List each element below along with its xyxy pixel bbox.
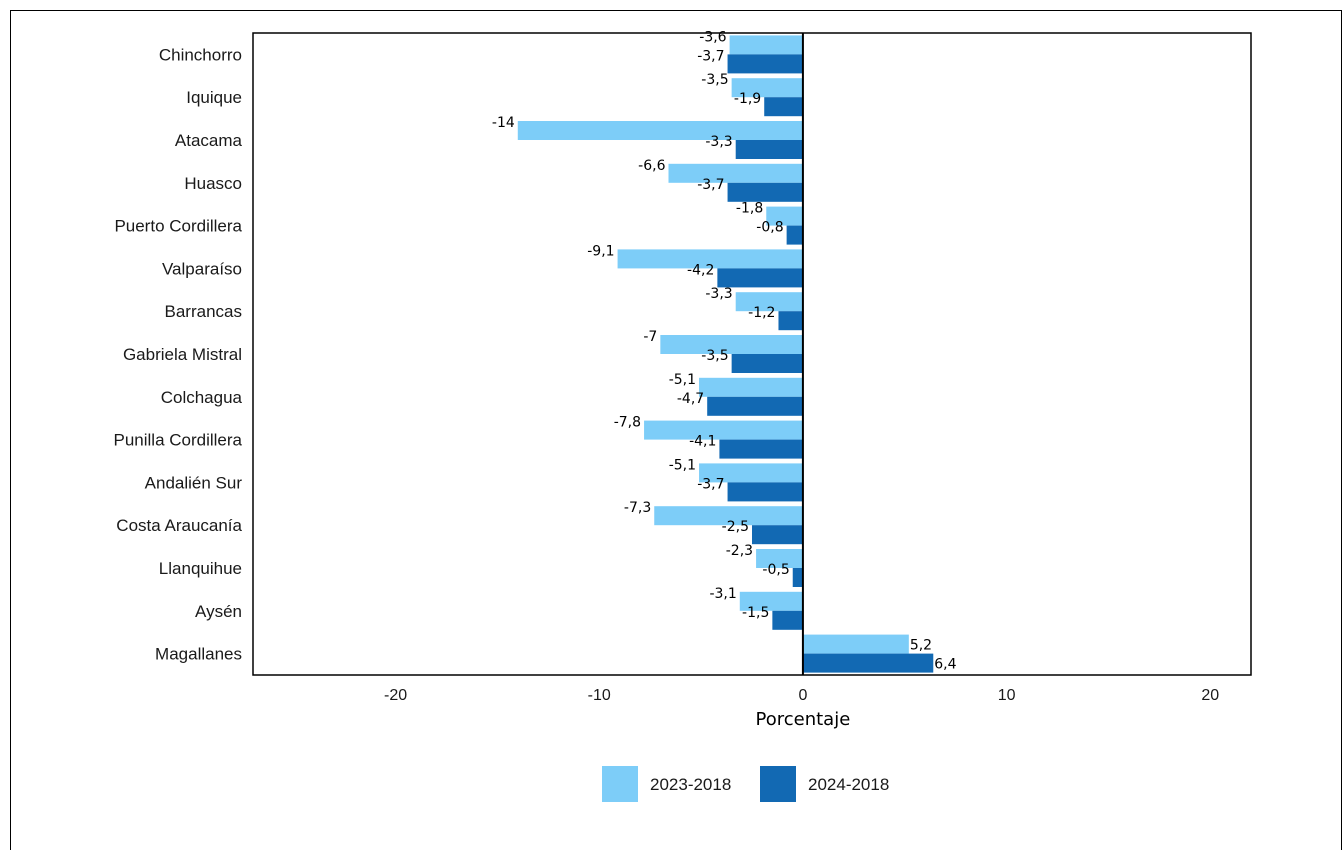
data-label: -14 [492, 115, 515, 131]
bar-2024-2018 [727, 182, 803, 202]
x-tick-label: -10 [588, 687, 611, 704]
bar-2023-2018 [517, 121, 803, 140]
bar-2024-2018 [727, 54, 803, 74]
data-label: -7,8 [614, 415, 641, 431]
category-label: Huasco [184, 174, 242, 193]
category-label: Iquique [186, 88, 242, 107]
category-label: Atacama [175, 131, 243, 150]
bar-2024-2018 [802, 653, 934, 673]
legend-swatch [602, 766, 638, 802]
chart-frame [10, 10, 1342, 850]
data-label: -6,6 [638, 158, 665, 174]
bar-2024-2018 [786, 225, 803, 245]
legend-label: 2024-2018 [808, 775, 889, 794]
category-label: Costa Araucanía [116, 516, 242, 535]
category-label: Chinchorro [159, 45, 242, 64]
x-axis-title: Porcentaje [756, 709, 851, 730]
x-axis-ticks: -20 -10 0 10 20 [384, 687, 1219, 704]
category-label: Andalién Sur [145, 473, 243, 492]
value-labels: -3,6 -3,7 -3,5 -1,9 -14 -3,3 -6,6 -3,7 -1,8 -0,8 -… [492, 29, 957, 672]
bar-2023-2018 [668, 163, 803, 183]
data-label: -4,2 [687, 262, 714, 278]
bar-2023-2018 [644, 420, 803, 440]
bar-2023-2018 [729, 35, 803, 55]
data-label: -2,5 [722, 519, 749, 535]
category-labels: Chinchorro Iquique Atacama Huasco Puerto Cor… [113, 45, 242, 663]
data-label: -3,5 [701, 348, 728, 364]
bar-2023-2018 [756, 549, 803, 568]
bar-2023-2018 [731, 78, 803, 98]
bar-2023-2018 [739, 591, 803, 611]
category-label: Aysén [195, 602, 242, 621]
category-label: Colchagua [161, 388, 243, 407]
category-label: Magallanes [155, 645, 242, 664]
x-tick-label: 10 [998, 687, 1016, 704]
data-label: -1,2 [748, 305, 775, 321]
bar-2024-2018 [727, 482, 803, 502]
data-label: -1,5 [742, 605, 769, 621]
bar-2023-2018 [654, 506, 803, 526]
category-label: Punilla Cordillera [113, 431, 242, 450]
bar-2023-2018 [699, 377, 803, 397]
data-label: -7 [643, 329, 657, 345]
bar-2024-2018 [719, 439, 803, 459]
bars-layer [517, 35, 934, 673]
data-label: -4,7 [677, 391, 704, 407]
bar-2023-2018 [735, 292, 803, 312]
data-label: -3,6 [699, 29, 726, 45]
data-label: -5,1 [669, 372, 696, 388]
x-tick-label: -20 [384, 687, 407, 704]
data-label: -3,3 [705, 286, 732, 302]
data-label: -3,3 [705, 134, 732, 150]
data-label: 6,4 [934, 657, 956, 673]
data-label: -3,7 [697, 177, 724, 193]
bar-2024-2018 [772, 610, 803, 630]
category-label: Puerto Cordillera [114, 217, 242, 236]
category-label: Llanquihue [159, 559, 242, 578]
bar-2024-2018 [707, 396, 803, 416]
data-label: -3,1 [709, 586, 736, 602]
bar-2023-2018 [617, 249, 803, 269]
x-tick-label: 20 [1201, 687, 1219, 704]
bar-2023-2018 [766, 206, 803, 226]
bar-2024-2018 [752, 525, 803, 545]
data-label: -2,3 [726, 543, 753, 559]
category-label: Gabriela Mistral [123, 345, 242, 364]
legend-swatch [760, 766, 796, 802]
plot-area-border [252, 32, 1252, 676]
bar-2024-2018 [717, 268, 803, 288]
data-label: -9,1 [587, 243, 614, 259]
data-label: -3,5 [701, 72, 728, 88]
category-label: Barrancas [165, 302, 242, 321]
data-label: -1,9 [734, 91, 761, 107]
data-label: -5,1 [669, 457, 696, 473]
bar-2024-2018 [731, 354, 803, 373]
data-label: -7,3 [624, 500, 651, 516]
data-label: -3,7 [697, 48, 724, 64]
bar-2023-2018 [802, 634, 909, 654]
data-label: -1,8 [736, 201, 763, 217]
bar-2023-2018 [660, 335, 803, 354]
data-label: -0,8 [756, 220, 783, 236]
data-label: -3,7 [697, 476, 724, 492]
data-label: 5,2 [910, 638, 932, 654]
bar-2024-2018 [792, 568, 803, 587]
bar-2024-2018 [778, 311, 803, 331]
bar-2024-2018 [764, 97, 803, 117]
data-label: -0,5 [762, 562, 789, 578]
bar-2023-2018 [699, 463, 803, 483]
bar-2024-2018 [735, 140, 803, 159]
x-tick-label: 0 [798, 687, 807, 704]
legend-label: 2023-2018 [650, 775, 731, 794]
data-label: -4,1 [689, 434, 716, 450]
legend: 2023-2018 2024-2018 [602, 766, 889, 802]
category-label: Valparaíso [162, 259, 242, 278]
